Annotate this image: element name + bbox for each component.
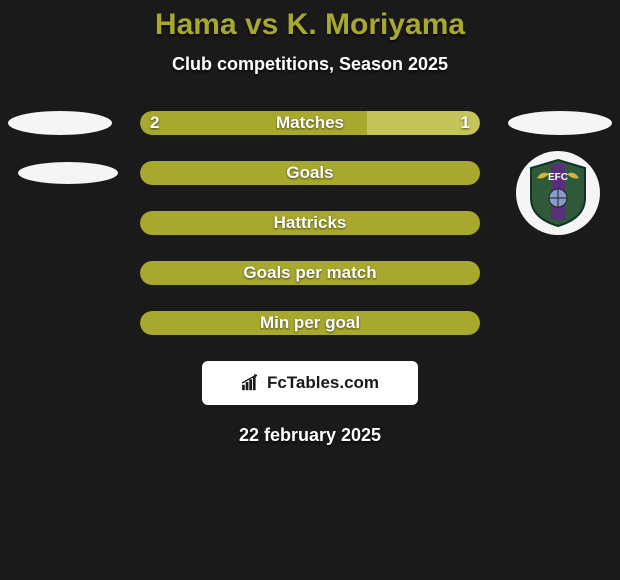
bar-group: Hattricks <box>140 211 480 235</box>
stat-row-hattricks: Hattricks <box>0 211 620 235</box>
branding-box: FcTables.com <box>202 361 418 405</box>
subtitle: Club competitions, Season 2025 <box>0 54 620 75</box>
bar-pill <box>140 111 480 135</box>
team-left-placeholder <box>18 162 118 184</box>
bar-pill <box>140 311 480 335</box>
bar-group: Min per goal <box>140 311 480 335</box>
bar-left <box>140 261 480 285</box>
svg-text:EFC: EFC <box>548 172 568 183</box>
branding-text: FcTables.com <box>267 373 379 393</box>
bar-left <box>140 211 480 235</box>
bar-pill <box>140 261 480 285</box>
team-left-placeholder <box>8 111 112 135</box>
bar-left <box>140 111 367 135</box>
bars-icon <box>241 374 263 392</box>
bar-pill <box>140 161 480 185</box>
stat-row-gpm: Goals per match <box>0 261 620 285</box>
bar-group: 2 Matches 1 <box>140 111 480 135</box>
bar-group: Goals per match <box>140 261 480 285</box>
team-right-placeholder <box>508 111 612 135</box>
comparison-infographic: Hama vs K. Moriyama Club competitions, S… <box>0 0 620 446</box>
value-left: 2 <box>150 111 159 135</box>
date-line: 22 february 2025 <box>0 425 620 446</box>
bar-left <box>140 311 480 335</box>
bar-pill <box>140 211 480 235</box>
page-title: Hama vs K. Moriyama <box>0 8 620 42</box>
stat-row-mpg: Min per goal <box>0 311 620 335</box>
value-right: 1 <box>461 111 470 135</box>
bar-left <box>140 161 480 185</box>
stat-row-goals: Goals EFC <box>0 161 620 185</box>
stat-row-matches: 2 Matches 1 <box>0 111 620 135</box>
bar-group: Goals <box>140 161 480 185</box>
